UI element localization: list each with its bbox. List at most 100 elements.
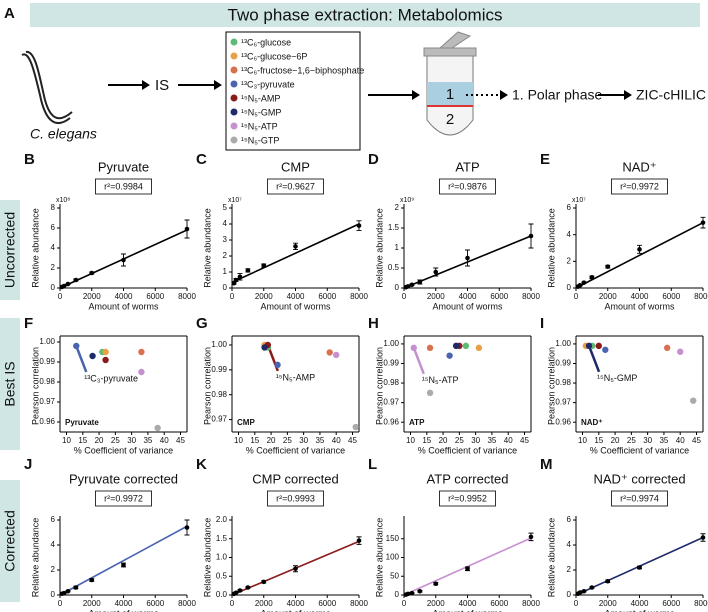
y-tick-label: 0.98	[39, 377, 55, 386]
legend-dot	[230, 66, 238, 74]
annotation-line	[412, 347, 425, 375]
data-point	[233, 277, 239, 283]
x-tick-label: 8000	[694, 292, 708, 301]
r2-label: r²=0.9984	[104, 181, 143, 191]
y-axis-label: Pearson correlation	[546, 347, 556, 425]
multiplier: x10⁷	[572, 197, 586, 204]
x-tick-label: 45	[348, 436, 357, 445]
arrowhead	[142, 80, 150, 90]
x-tick-label: 8000	[350, 292, 368, 301]
x-tick-label: 45	[520, 436, 529, 445]
data-point	[154, 424, 161, 432]
legend-dot	[230, 136, 238, 144]
x-tick-label: 40	[160, 436, 169, 445]
panel-letter: G	[196, 315, 208, 332]
panel-letter: D	[368, 151, 379, 168]
y-tick-label: 2	[567, 256, 572, 265]
y-axis-label: Relative abundance	[546, 518, 556, 598]
y-tick-label: 2.0	[216, 515, 228, 524]
data-point	[352, 423, 359, 431]
data-point	[465, 255, 470, 261]
y-tick-label: 0.96	[555, 417, 571, 426]
data-point	[65, 281, 71, 287]
chart-title: CMP corrected	[252, 471, 338, 486]
data-point	[326, 349, 333, 356]
x-tick-label: 35	[143, 436, 152, 445]
y-axis-label: Relative abundance	[374, 518, 384, 598]
data-point	[581, 588, 587, 594]
x-axis-label: Amount of worms	[432, 301, 503, 311]
y-tick-label: 8	[51, 203, 56, 212]
data-point	[462, 342, 470, 350]
row-label: Corrected	[2, 510, 18, 571]
r2-box	[95, 178, 152, 195]
r2-box	[611, 490, 668, 507]
legend-label: ¹³C₆-glucose−6P	[241, 51, 307, 61]
x-tick-label: 2000	[599, 292, 617, 301]
x-tick-label: 2000	[83, 599, 101, 608]
x-tick-label: 8000	[350, 599, 368, 608]
data-point	[475, 344, 483, 352]
legend-label: ¹⁵N₅-GMP	[241, 107, 281, 117]
x-tick-label: 6000	[146, 292, 164, 301]
y-tick-label: 0.99	[39, 357, 55, 366]
data-point	[237, 588, 243, 593]
data-point	[528, 233, 534, 239]
x-tick-label: 45	[692, 436, 701, 445]
y-tick-label: 0.98	[211, 390, 227, 399]
data-point	[89, 352, 96, 360]
panel-letter: H	[368, 315, 379, 332]
x-tick-label: 30	[299, 436, 308, 445]
y-tick-label: 100	[386, 553, 400, 562]
r2-box	[267, 490, 324, 507]
method-label: ZIC-cHILIC	[636, 87, 706, 103]
fit-line	[575, 221, 704, 289]
x-tick-label: 45	[176, 436, 185, 445]
data-point	[89, 577, 95, 583]
data-point	[89, 270, 95, 276]
panel-letter: J	[24, 456, 32, 473]
x-tick-label: 0	[574, 292, 579, 301]
x-tick-label: 4000	[631, 599, 649, 608]
panel-letter: L	[368, 456, 377, 473]
x-tick-label: 30	[643, 436, 652, 445]
legend-dot	[230, 108, 238, 116]
x-tick-label: 2000	[427, 292, 445, 301]
data-point	[293, 244, 298, 249]
y-tick-label: 1	[395, 243, 400, 252]
x-axis-label: % Coefficient of variance	[590, 445, 689, 455]
annotation-line	[587, 345, 601, 373]
row-label: Best IS	[2, 361, 18, 406]
annotation-line	[75, 345, 88, 373]
data-point	[417, 279, 423, 285]
arrowhead	[412, 90, 420, 100]
y-axis-label: Relative abundance	[202, 518, 212, 598]
data-point	[356, 223, 362, 228]
title-banner	[30, 3, 700, 27]
chart-title: NAD⁺ corrected	[593, 471, 685, 486]
x-tick-label: 40	[676, 436, 685, 445]
y-axis-label: Relative abundance	[30, 518, 40, 598]
tube-cap	[423, 31, 477, 57]
panel-label: CMP	[237, 418, 255, 427]
y-tick-label: 0.0	[216, 590, 228, 599]
row-label-box	[0, 200, 20, 300]
step-label: 1. Polar phase	[512, 87, 602, 103]
data-point	[61, 590, 67, 596]
x-tick-label: 20	[267, 436, 276, 445]
annotation: ¹⁵N₅-ATP	[422, 375, 459, 385]
chart-title: Pyruvate corrected	[69, 471, 178, 486]
data-point	[581, 280, 587, 285]
row-label-box	[0, 318, 20, 450]
x-tick-label: 35	[659, 436, 668, 445]
data-point	[446, 352, 453, 359]
chart-title: ATP corrected	[427, 471, 509, 486]
data-point	[426, 344, 434, 352]
x-tick-label: 4000	[287, 292, 305, 301]
fit-line	[231, 223, 360, 284]
r2-label: r²=0.9993	[276, 493, 315, 503]
y-tick-label: 4	[223, 219, 228, 228]
row-label-box	[0, 480, 20, 602]
x-tick-label: 0	[58, 599, 63, 608]
data-point	[637, 565, 642, 570]
